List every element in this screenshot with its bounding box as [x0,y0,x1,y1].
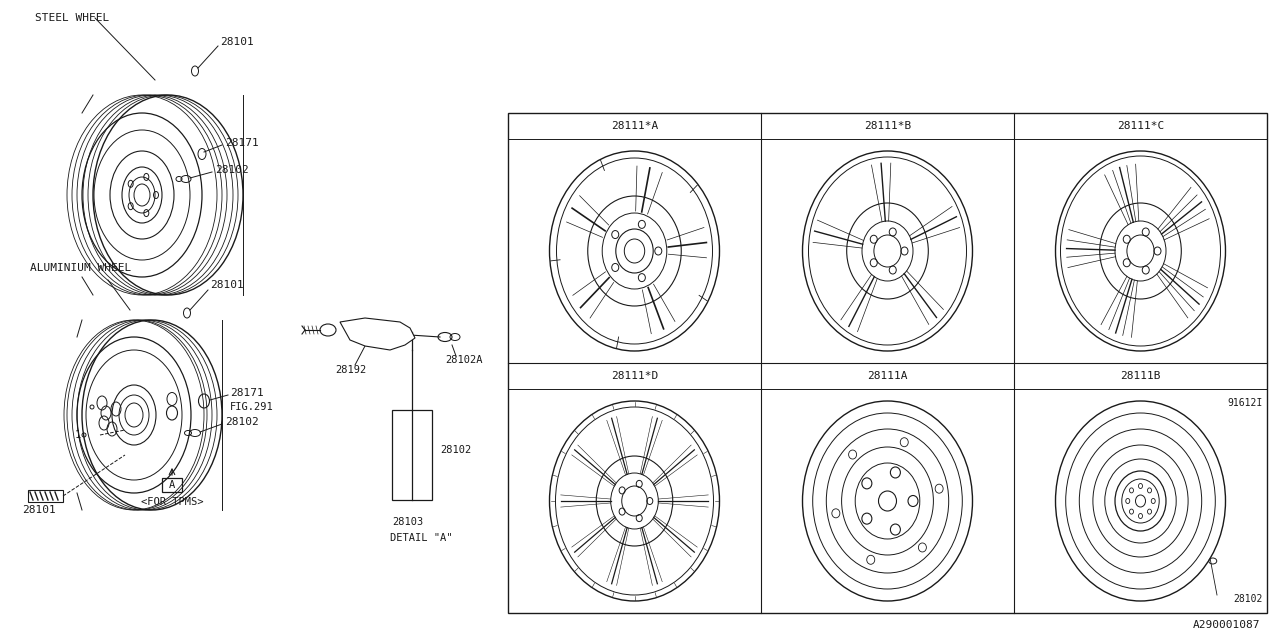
Text: 28111*C: 28111*C [1117,121,1164,131]
Text: 28111*D: 28111*D [611,371,658,381]
Bar [163,478,182,492]
Text: 1: 1 [76,430,81,440]
Polygon shape [340,318,415,350]
Text: <FOR TPMS>: <FOR TPMS> [141,497,204,507]
Bar [28,490,63,502]
Text: 28111*B: 28111*B [864,121,911,131]
Text: STEEL WHEEL: STEEL WHEEL [35,13,109,23]
Text: A290001087: A290001087 [1193,620,1260,630]
Text: 28171: 28171 [225,138,259,148]
Text: 28111B: 28111B [1120,371,1161,381]
Text: 91612I: 91612I [1228,398,1263,408]
Bar [392,410,433,500]
Text: 28102: 28102 [440,445,471,455]
Text: 28102: 28102 [1234,594,1263,604]
Text: 28103: 28103 [392,517,424,527]
Text: FIG.291: FIG.291 [230,402,274,412]
Text: 28111*A: 28111*A [611,121,658,131]
Text: 28102: 28102 [215,165,248,175]
Text: 28102A: 28102A [445,355,483,365]
Bar [508,113,1267,613]
Text: 28101: 28101 [220,37,253,47]
Text: 28111A: 28111A [868,371,908,381]
Text: 28101: 28101 [22,505,56,515]
Text: 28192: 28192 [335,365,366,375]
Text: ALUMINIUM WHEEL: ALUMINIUM WHEEL [29,263,132,273]
Text: 28171: 28171 [230,388,264,398]
Text: DETAIL "A": DETAIL "A" [390,533,453,543]
Text: 28102: 28102 [225,417,259,427]
Text: 28101: 28101 [210,280,243,290]
Text: A: A [169,480,175,490]
